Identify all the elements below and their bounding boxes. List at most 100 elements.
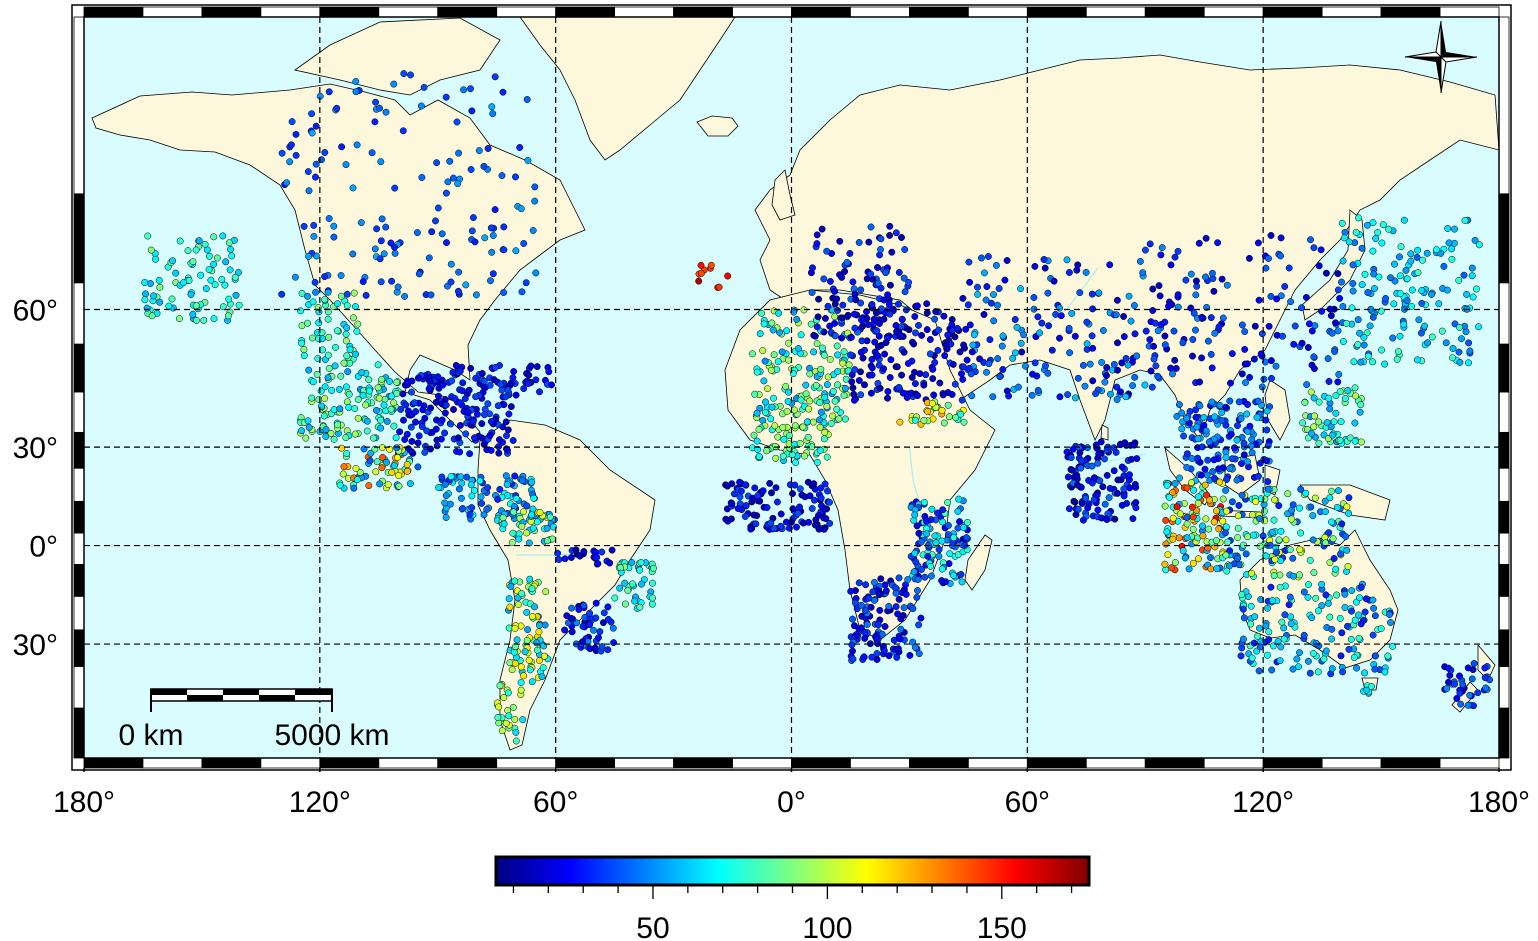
data-point [349, 314, 357, 322]
data-point [1238, 370, 1246, 378]
data-point [1448, 245, 1456, 253]
data-point [1285, 264, 1293, 272]
data-point [934, 509, 942, 517]
data-point [507, 582, 515, 590]
data-point [533, 518, 541, 526]
data-point [867, 389, 875, 397]
data-point [1074, 374, 1082, 382]
data-point [1245, 254, 1253, 262]
data-point [1156, 292, 1164, 300]
data-point [1222, 551, 1230, 559]
data-point [1072, 511, 1080, 519]
data-point [812, 516, 820, 524]
data-point [1345, 509, 1353, 517]
data-point [1287, 620, 1295, 628]
data-point [820, 435, 828, 443]
data-point [1207, 554, 1214, 562]
data-point [1337, 550, 1345, 558]
data-point [1207, 314, 1215, 322]
data-point [884, 394, 891, 402]
land-arctic-islands [294, 17, 501, 96]
data-point [533, 363, 541, 371]
data-point [413, 229, 421, 237]
data-point [1264, 442, 1272, 449]
data-point [849, 615, 856, 623]
data-point [1064, 473, 1072, 481]
data-point [468, 107, 476, 115]
data-point [539, 664, 547, 672]
data-point [1265, 255, 1272, 262]
data-point [920, 416, 928, 424]
data-point [489, 232, 497, 239]
data-point [324, 351, 332, 359]
data-point [1126, 471, 1133, 479]
data-point [1169, 370, 1176, 378]
data-point [901, 246, 909, 253]
data-point [1340, 234, 1348, 242]
data-point [1336, 294, 1344, 302]
data-point [1094, 459, 1102, 467]
data-point [1343, 546, 1351, 554]
data-point [1378, 346, 1385, 354]
data-point [923, 530, 931, 538]
data-point [1228, 498, 1236, 506]
data-point [1130, 302, 1138, 309]
data-point [346, 346, 354, 354]
data-point [923, 326, 931, 334]
data-point [484, 400, 492, 408]
data-point [963, 534, 970, 542]
data-point [1403, 297, 1411, 305]
data-point [1219, 517, 1227, 525]
data-point [1256, 643, 1264, 651]
data-point [834, 381, 841, 389]
data-point [809, 264, 816, 272]
data-point [1468, 272, 1476, 280]
data-point [939, 518, 947, 526]
data-point [1150, 355, 1158, 363]
data-point [501, 393, 509, 401]
data-point [351, 430, 359, 438]
data-point [497, 380, 505, 388]
data-point [1324, 599, 1332, 607]
data-point [447, 473, 455, 481]
data-point [353, 327, 361, 335]
data-point [771, 422, 779, 430]
data-point [337, 372, 345, 380]
data-point [1278, 618, 1286, 626]
data-point [383, 458, 390, 466]
data-point [1387, 619, 1394, 626]
data-point [960, 524, 968, 532]
data-point [1325, 378, 1333, 385]
data-point [1309, 536, 1317, 544]
data-point [935, 546, 943, 553]
data-point [407, 71, 414, 79]
data-point [1178, 425, 1186, 433]
data-point [1164, 551, 1172, 559]
data-point [944, 498, 951, 506]
data-point [1364, 352, 1372, 360]
data-point [1317, 246, 1325, 254]
data-point [484, 145, 492, 152]
data-point [763, 504, 771, 511]
data-point [1298, 339, 1306, 347]
data-point [1149, 307, 1157, 314]
data-point [902, 590, 910, 598]
data-point [1192, 291, 1200, 299]
data-point [777, 510, 785, 518]
data-point [1234, 534, 1242, 541]
data-point [390, 80, 398, 88]
data-point [520, 508, 528, 516]
data-point [1171, 356, 1179, 364]
data-point [1286, 593, 1294, 601]
data-point [1171, 480, 1179, 487]
data-point [1198, 354, 1206, 362]
data-point [1219, 464, 1227, 472]
data-point [310, 221, 318, 229]
data-point [861, 607, 869, 615]
data-point [851, 366, 859, 374]
data-point [1219, 495, 1227, 503]
data-point [354, 320, 362, 328]
data-point [1330, 555, 1338, 562]
data-point [1289, 501, 1297, 509]
data-point [1369, 247, 1377, 255]
